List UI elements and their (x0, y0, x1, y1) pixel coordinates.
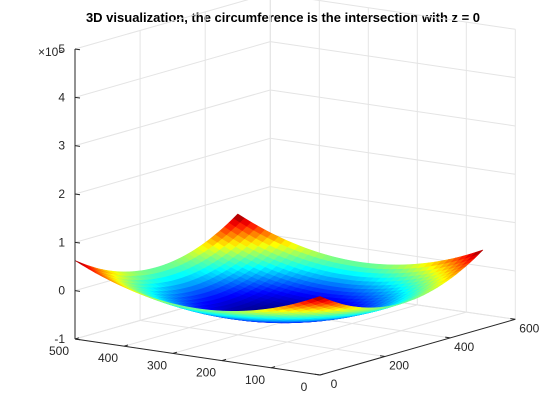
z-tick-label: 1 (58, 235, 65, 249)
y-tick-label: 200 (196, 366, 216, 380)
z-tick-mark (74, 48, 81, 51)
y-tick-label: 100 (245, 373, 265, 387)
x-tick-mark (510, 318, 516, 320)
z-exponent-label: ×10⁵ (38, 45, 63, 59)
x-tick-label: 400 (454, 340, 474, 354)
z-tick-mark (74, 96, 81, 99)
y-tick-label: 400 (98, 351, 118, 365)
z-tick-label: 3 (58, 139, 65, 153)
x-tick-mark (314, 373, 321, 376)
z-tick-mark (74, 290, 81, 292)
x-tick-mark (445, 336, 451, 339)
y-tick-mark (319, 373, 325, 376)
grid-line (74, 0, 249, 50)
chart-title: 3D visualization, the circumference is t… (86, 10, 480, 25)
tick-labels: 0 200 400 600 0 100 200 300 400 500-1 0 1 2 3 4 5 (49, 42, 540, 394)
grid-line (312, 0, 516, 30)
z-tick-mark (74, 338, 81, 341)
y-tick-mark (270, 366, 276, 369)
y-tick-mark (123, 344, 129, 347)
grid-line (270, 89, 516, 127)
z-tick-label: 0 (58, 284, 65, 298)
y-tick-label: 500 (49, 344, 69, 358)
y-tick-label: 0 (301, 380, 308, 394)
x-tick-label: 200 (389, 358, 409, 372)
grid-line (140, 319, 386, 357)
x-tick-label: 0 (331, 377, 338, 391)
z-tick-mark (74, 193, 81, 196)
x-axis-line (319, 318, 516, 376)
z-tick-label: -1 (54, 332, 65, 346)
z-tick-label: 2 (58, 187, 65, 201)
grid-line (221, 304, 418, 362)
grid-line (270, 311, 467, 369)
axes (74, 48, 516, 376)
y-tick-mark (221, 358, 227, 362)
z-tick-label: 4 (58, 90, 65, 104)
grid-line (74, 137, 271, 195)
grid-line (270, 137, 516, 175)
x-tick-label: 600 (519, 321, 539, 335)
y-tick-mark (172, 351, 178, 354)
y-axis-line (74, 338, 321, 376)
grid-line (270, 234, 516, 272)
surface-plot (74, 213, 484, 324)
z-tick-mark (74, 145, 81, 147)
grid-line (74, 186, 271, 243)
z-tick-label: 5 (58, 42, 65, 56)
z-tick-mark (74, 241, 81, 244)
grid-line (74, 41, 271, 98)
grid-line (74, 89, 271, 147)
grid-line (270, 186, 516, 224)
surface-patch (312, 296, 325, 302)
x-tick-mark (380, 355, 386, 357)
y-tick-label: 300 (147, 358, 167, 372)
grid-line (270, 41, 516, 79)
